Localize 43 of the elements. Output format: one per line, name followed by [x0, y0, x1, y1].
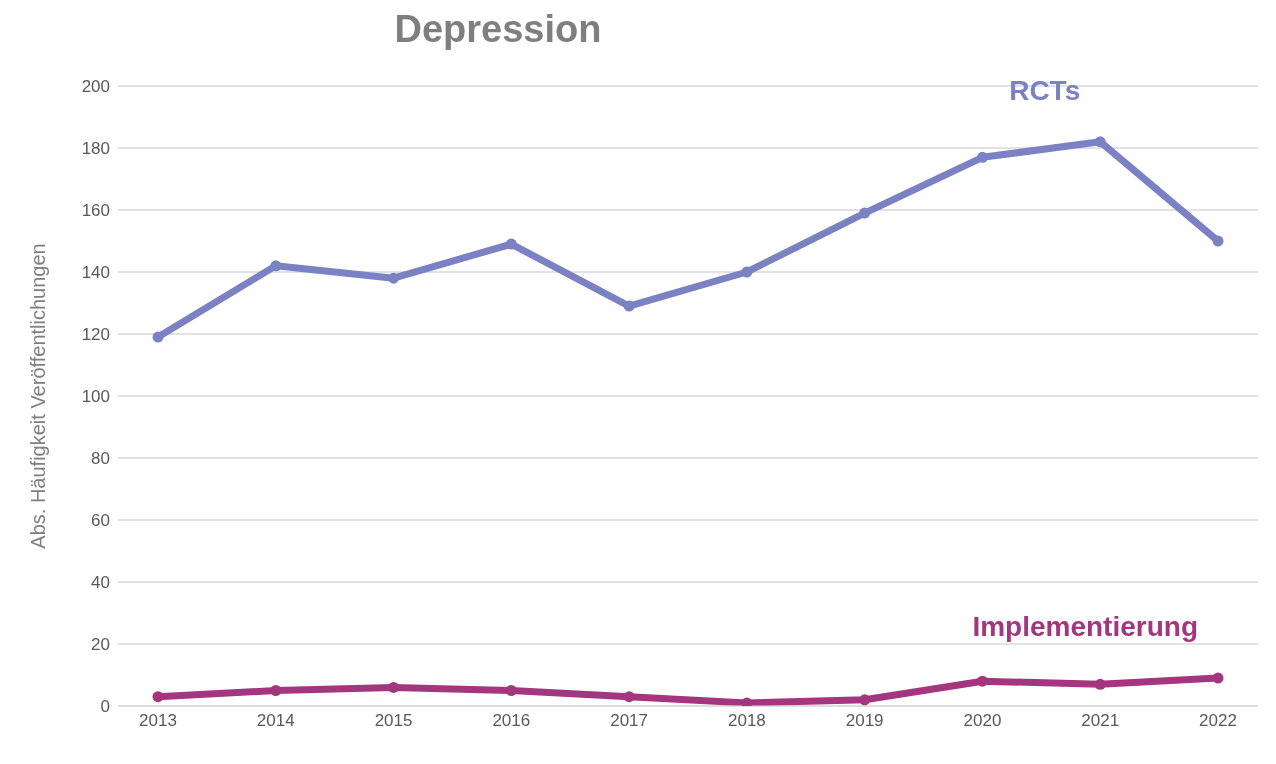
- point: [859, 207, 871, 219]
- y-tick-label: 160: [81, 201, 110, 221]
- x-tick-label: 2018: [727, 711, 766, 731]
- point: [859, 694, 871, 706]
- x-tick-label: 2021: [1081, 711, 1120, 731]
- y-tick-label: 180: [81, 139, 110, 159]
- point: [741, 266, 753, 278]
- x-tick-label: 2016: [492, 711, 531, 731]
- point: [388, 272, 400, 284]
- point: [976, 151, 988, 163]
- point: [1212, 672, 1224, 684]
- x-tick-label: 2013: [139, 711, 177, 731]
- x-tick-label: 2019: [845, 711, 884, 731]
- x-tick-label: 2017: [610, 711, 649, 731]
- y-tick-label: 40: [91, 573, 110, 593]
- x-tick-label: 2015: [374, 711, 413, 731]
- point: [976, 675, 988, 687]
- x-tick-label: 2022: [1199, 711, 1237, 731]
- point: [152, 691, 164, 703]
- y-tick-label: 0: [100, 697, 110, 717]
- y-tick-label: 100: [81, 387, 110, 407]
- x-tick-label: 2020: [963, 711, 1002, 731]
- point: [1094, 136, 1106, 148]
- point: [623, 300, 635, 312]
- x-tick-label: 2014: [256, 711, 295, 731]
- point: [270, 685, 282, 696]
- point: [152, 331, 164, 343]
- series-label: RCTs: [1009, 74, 1081, 106]
- y-tick-label: 60: [91, 511, 110, 531]
- y-tick-label: 120: [81, 325, 110, 345]
- chart-title: Depression: [393, 8, 603, 52]
- y-tick-label: 80: [91, 449, 110, 469]
- y-tick-label: 200: [81, 77, 110, 97]
- y-tick-label: 140: [81, 263, 110, 283]
- point: [505, 238, 517, 250]
- y-axis-title: Abs. Häufigkeit Veröffentlichungen: [27, 243, 50, 549]
- point: [1094, 678, 1106, 690]
- point: [505, 685, 517, 696]
- y-tick-label: 20: [91, 635, 110, 655]
- point: [270, 260, 282, 272]
- point: [741, 697, 753, 706]
- series-label: Implementierung: [972, 611, 1198, 643]
- point: [1212, 235, 1224, 247]
